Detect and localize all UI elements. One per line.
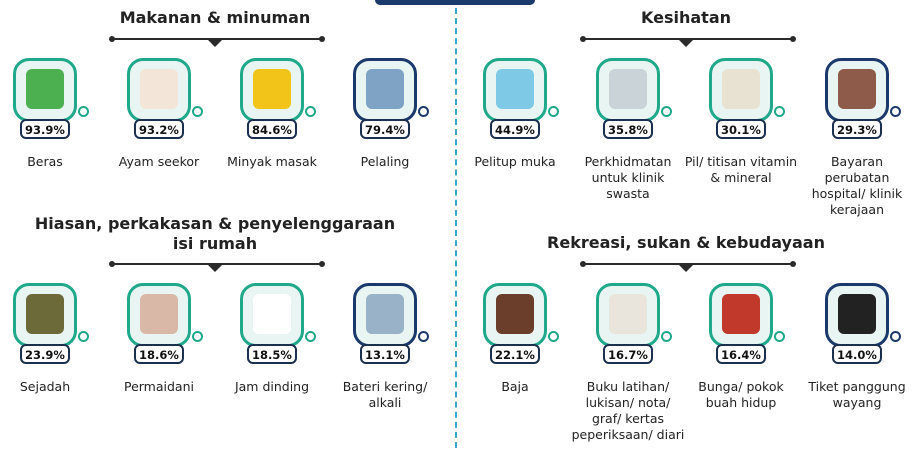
item-label: Baja (457, 379, 573, 395)
item-percent: 79.4% (360, 119, 410, 139)
item-percent: 13.1% (360, 344, 410, 364)
item-percent: 22.1% (490, 344, 540, 364)
item-label: Sejadah (0, 379, 103, 395)
item-icon (709, 58, 773, 122)
bracket-end (580, 36, 586, 42)
icon-dot (305, 106, 316, 117)
icon-dot (548, 331, 559, 342)
icon-dot (192, 331, 203, 342)
item-picture (496, 294, 534, 334)
bracket-notch (677, 38, 695, 47)
icon-dot (890, 106, 901, 117)
item-label: Permaidani (101, 379, 217, 395)
section-title: Rekreasi, sukan & kebudayaan (536, 233, 836, 253)
icon-dot (548, 106, 559, 117)
item-icon (709, 283, 773, 347)
item-percent: 16.4% (716, 344, 766, 364)
icon-dot (192, 106, 203, 117)
item-percent: 18.5% (247, 344, 297, 364)
item-picture (26, 69, 64, 109)
icon-dot (890, 331, 901, 342)
icon-dot (661, 106, 672, 117)
bracket-end (790, 261, 796, 267)
item-percent: 30.1% (716, 119, 766, 139)
bracket-end (109, 261, 115, 267)
item-percent: 44.9% (490, 119, 540, 139)
section-title: Kesihatan (556, 8, 816, 28)
item-label: Bayaran perubatan hospital/ klinik keraj… (799, 154, 913, 218)
item-picture (838, 294, 876, 334)
bracket-notch (206, 38, 224, 47)
item-icon (483, 283, 547, 347)
item-icon (483, 58, 547, 122)
item-label: Pil/ titisan vitamin & mineral (683, 154, 799, 186)
item-label: Beras (0, 154, 103, 170)
item-percent: 18.6% (134, 344, 184, 364)
item-picture (496, 69, 534, 109)
bracket-end (319, 36, 325, 42)
item-percent: 14.0% (832, 344, 882, 364)
item-icon (596, 283, 660, 347)
item-label: Pelaling (327, 154, 443, 170)
item-icon (353, 58, 417, 122)
bracket-end (319, 261, 325, 267)
item-percent: 93.2% (134, 119, 184, 139)
bracket-end (790, 36, 796, 42)
item-picture (26, 294, 64, 334)
item-picture (366, 294, 404, 334)
item-icon (353, 283, 417, 347)
item-picture (140, 69, 178, 109)
item-icon (240, 58, 304, 122)
item-icon (240, 283, 304, 347)
bracket-end (109, 36, 115, 42)
item-picture (609, 294, 647, 334)
item-picture (838, 69, 876, 109)
item-label: Jam dinding (214, 379, 330, 395)
item-icon (127, 58, 191, 122)
item-percent: 16.7% (603, 344, 653, 364)
icon-dot (661, 331, 672, 342)
icon-dot (418, 331, 429, 342)
bracket-notch (677, 263, 695, 272)
item-label: Bunga/ pokok buah hidup (683, 379, 799, 411)
item-icon (825, 283, 889, 347)
infographic: Makanan & minuman 93.9% Beras 93.2% Ayam see… (0, 0, 913, 453)
item-picture (253, 294, 291, 334)
item-picture (253, 69, 291, 109)
icon-dot (305, 331, 316, 342)
icon-dot (774, 331, 785, 342)
item-icon (825, 58, 889, 122)
icon-dot (78, 106, 89, 117)
item-icon (13, 283, 77, 347)
item-icon (127, 283, 191, 347)
bracket-notch (206, 263, 224, 272)
item-label: Minyak masak (214, 154, 330, 170)
icon-dot (418, 106, 429, 117)
item-icon (596, 58, 660, 122)
item-label: Buku latihan/ lukisan/ nota/ graf/ kerta… (570, 379, 686, 443)
item-percent: 23.9% (20, 344, 70, 364)
item-percent: 35.8% (603, 119, 653, 139)
item-picture (722, 69, 760, 109)
item-picture (722, 294, 760, 334)
section-title: Hiasan, perkakasan & penyelenggaraan isi… (30, 214, 400, 254)
item-label: Pelitup muka (457, 154, 573, 170)
icon-dot (774, 106, 785, 117)
item-percent: 29.3% (832, 119, 882, 139)
item-label: Bateri kering/ alkali (327, 379, 443, 411)
item-percent: 93.9% (20, 119, 70, 139)
item-percent: 84.6% (247, 119, 297, 139)
item-label: Tiket panggung wayang (799, 379, 913, 411)
item-picture (140, 294, 178, 334)
item-label: Perkhidmatan untuk klinik swasta (570, 154, 686, 202)
bracket-end (580, 261, 586, 267)
icon-dot (78, 331, 89, 342)
item-icon (13, 58, 77, 122)
item-picture (366, 69, 404, 109)
item-label: Ayam seekor (101, 154, 217, 170)
top-tab (375, 0, 535, 5)
item-picture (609, 69, 647, 109)
section-title: Makanan & minuman (85, 8, 345, 28)
